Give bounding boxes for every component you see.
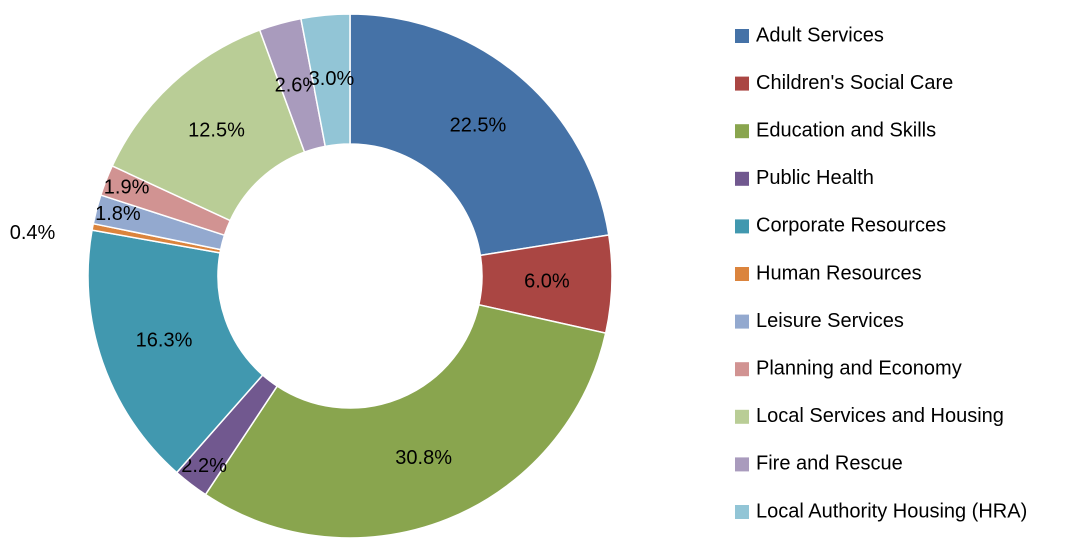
- legend-label: Fire and Rescue: [756, 453, 903, 475]
- legend-swatch: [735, 219, 749, 234]
- legend-label: Local Services and Housing: [756, 405, 1004, 427]
- data-label: 2.6%: [275, 74, 321, 96]
- legend-swatch: [735, 409, 749, 424]
- donut-slice: [300, 13, 351, 148]
- data-label: 2.2%: [181, 455, 227, 477]
- legend-label: Local Authority Housing (HRA): [756, 500, 1027, 522]
- legend-label: Education and Skills: [756, 119, 936, 141]
- data-label: 0.4%: [10, 222, 56, 244]
- data-label: 16.3%: [136, 329, 193, 351]
- donut-slice: [349, 13, 610, 257]
- legend-label: Children's Social Care: [756, 72, 953, 94]
- legend-label: Public Health: [756, 167, 874, 189]
- data-label: 3.0%: [309, 68, 355, 90]
- legend-swatch: [735, 362, 749, 377]
- donut-slice: [204, 303, 607, 539]
- legend-swatch: [735, 171, 749, 186]
- data-label: 1.8%: [95, 203, 141, 225]
- data-label: 12.5%: [188, 119, 245, 141]
- legend-label: Adult Services: [756, 24, 884, 46]
- legend-swatch: [735, 505, 749, 519]
- legend-label: Leisure Services: [756, 310, 904, 332]
- data-label: 6.0%: [524, 270, 570, 292]
- legend-label: Planning and Economy: [756, 357, 962, 379]
- legend-swatch: [735, 457, 749, 472]
- donut-slice: [87, 229, 264, 474]
- data-label: 1.9%: [104, 177, 150, 199]
- donut-slice: [111, 29, 306, 222]
- legend-swatch: [735, 267, 749, 281]
- legend-swatch: [735, 314, 749, 329]
- data-label: 30.8%: [395, 447, 452, 469]
- legend-swatch: [735, 76, 749, 91]
- legend-swatch: [735, 124, 749, 139]
- data-label: 22.5%: [450, 114, 507, 136]
- legend-label: Corporate Resources: [756, 215, 946, 237]
- legend-label: Human Resources: [756, 262, 922, 284]
- legend-swatch: [735, 29, 749, 43]
